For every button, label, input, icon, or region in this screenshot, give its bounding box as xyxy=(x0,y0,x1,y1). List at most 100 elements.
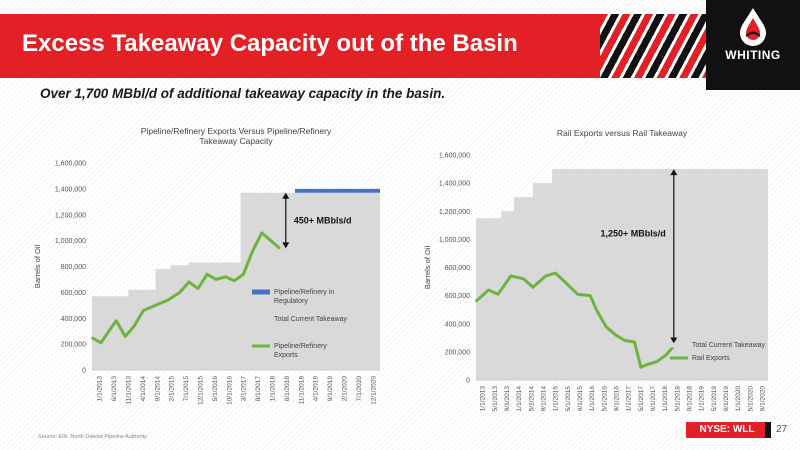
x-tick-label: 5/1/2016 xyxy=(601,386,608,412)
exports-point xyxy=(206,273,208,276)
x-tick-label: 9/1/2016 xyxy=(613,386,620,412)
rail-chart-svg: Rail Exports versus Rail Takeaway 0 200,00… xyxy=(423,128,768,412)
x-tick-label: 12/1/2015 xyxy=(198,376,205,405)
page-number: 27 xyxy=(776,424,788,435)
x-tick-label: 11/1/2013 xyxy=(126,376,133,405)
exports-point xyxy=(260,232,263,234)
exports-point xyxy=(91,336,93,339)
exports-point xyxy=(614,334,617,336)
x-tick-label: 9/1/2014 xyxy=(154,376,161,402)
y-tick-label: 0 xyxy=(466,378,470,385)
exports-point xyxy=(522,277,525,280)
exports-point xyxy=(154,304,157,307)
x-tick-label: 4/1/2014 xyxy=(140,376,147,402)
exports-point xyxy=(233,279,236,282)
exports-point xyxy=(656,360,658,363)
exports-point xyxy=(510,275,512,277)
exports-point xyxy=(544,275,547,277)
x-tick-label: 3/1/2017 xyxy=(241,376,248,402)
x-tick-label: 5/1/2019 xyxy=(711,386,718,412)
y-tick-label: 1,200,000 xyxy=(55,212,86,219)
capacity-step xyxy=(532,183,553,380)
regulatory-bar xyxy=(295,188,380,193)
exports-point xyxy=(188,281,190,283)
y-tick-label: 600,000 xyxy=(61,290,86,297)
x-tick-label: 5/1/2017 xyxy=(638,386,645,412)
slide-subtitle: Over 1,700 MBbl/d of additional takeaway… xyxy=(40,86,446,101)
capacity-step xyxy=(501,211,515,380)
y-tick-label: 800,000 xyxy=(61,264,86,271)
x-tick-label: 2/1/2015 xyxy=(169,376,176,402)
header-stripes xyxy=(600,14,710,78)
x-tick-label: 9/1/2019 xyxy=(327,376,334,402)
exports-point xyxy=(576,293,579,296)
x-tick-label: 10/1/2016 xyxy=(226,376,233,405)
exports-point xyxy=(646,363,649,366)
annotation-label: 1,250+ MBbls/d xyxy=(601,228,666,238)
x-tick-label: 2/1/2020 xyxy=(342,376,349,402)
legend-swatch xyxy=(252,344,270,348)
exports-point xyxy=(124,335,127,338)
y-tick-label: 400,000 xyxy=(445,321,470,328)
x-tick-label: 5/1/2016 xyxy=(212,376,219,402)
x-tick-label: 9/1/2015 xyxy=(577,386,584,412)
x-tick-label: 1/1/2013 xyxy=(480,386,487,412)
exports-point xyxy=(178,291,181,294)
x-tick-label: 9/1/2013 xyxy=(504,386,511,412)
chart-title: Rail Exports versus Rail Takeaway xyxy=(557,128,688,138)
y-tick-label: 0 xyxy=(82,368,86,375)
x-tick-label: 1/1/2013 xyxy=(97,376,104,402)
x-tick-label: 8/1/2017 xyxy=(255,376,262,402)
exports-point xyxy=(554,272,557,274)
legend-swatch xyxy=(670,342,688,348)
exports-point xyxy=(100,342,102,344)
legend-swatch xyxy=(252,289,270,295)
ticker-badge-accent xyxy=(765,422,771,438)
y-tick-label: 1,000,000 xyxy=(55,238,86,245)
exports-point xyxy=(532,286,534,288)
y-tick-label: 800,000 xyxy=(445,265,470,272)
exports-point xyxy=(595,308,598,311)
x-tick-label: 1/1/2017 xyxy=(626,386,633,412)
x-tick-label: 1/1/2015 xyxy=(553,386,560,412)
x-tick-label: 9/1/2014 xyxy=(540,386,547,412)
y-tick-label: 1,200,000 xyxy=(439,209,470,216)
source-note: Source: EIA, North Dakota Pipeline Autho… xyxy=(38,434,147,440)
exports-point xyxy=(242,273,245,276)
exports-point xyxy=(142,309,145,312)
x-tick-label: 5/1/2020 xyxy=(747,386,754,412)
capacity-step xyxy=(155,269,171,370)
x-tick-label: 6/1/2013 xyxy=(111,376,118,402)
rail-chart: Rail Exports versus Rail Takeaway 0 200,00… xyxy=(418,118,778,430)
y-tick-label: 1,400,000 xyxy=(439,181,470,188)
arrow-head-down xyxy=(282,242,290,249)
pipeline-chart: Pipeline/Refinery Exports Versus Pipelin… xyxy=(30,118,395,428)
x-tick-label: 11/1/2018 xyxy=(298,376,305,405)
capacity-step xyxy=(170,265,189,370)
capacity-step xyxy=(128,289,156,370)
x-tick-label: 1/1/2016 xyxy=(589,386,596,412)
chart-title: Pipeline/Refinery Exports Versus Pipelin… xyxy=(141,126,332,146)
x-tick-label: 7/1/2015 xyxy=(183,376,190,402)
x-tick-label: 5/1/2015 xyxy=(565,386,572,412)
y-tick-label: 1,600,000 xyxy=(55,161,86,168)
exports-point xyxy=(106,332,108,335)
slide-title: Excess Takeaway Capacity out of the Basi… xyxy=(22,30,518,57)
x-tick-label: 5/1/2018 xyxy=(674,386,681,412)
arrow-head-down xyxy=(670,337,678,344)
logo-wordmark: WHITING xyxy=(725,48,781,62)
y-tick-label: 400,000 xyxy=(61,316,86,323)
exports-point xyxy=(640,366,642,369)
exports-point xyxy=(133,325,136,327)
annotation-label: 450+ MBbls/d xyxy=(294,216,352,226)
x-tick-label: 1/1/2018 xyxy=(662,386,669,412)
exports-point xyxy=(633,341,636,343)
exports-point xyxy=(215,278,218,281)
exports-point xyxy=(665,353,668,356)
y-axis-label: Barrels of Oil xyxy=(33,245,42,289)
ticker-text: NYSE: WLL xyxy=(686,424,768,435)
x-tick-label: 9/1/2020 xyxy=(759,386,766,412)
ticker-prefix: NYSE: xyxy=(699,424,731,435)
exports-point xyxy=(563,280,566,283)
exports-point xyxy=(224,276,227,278)
